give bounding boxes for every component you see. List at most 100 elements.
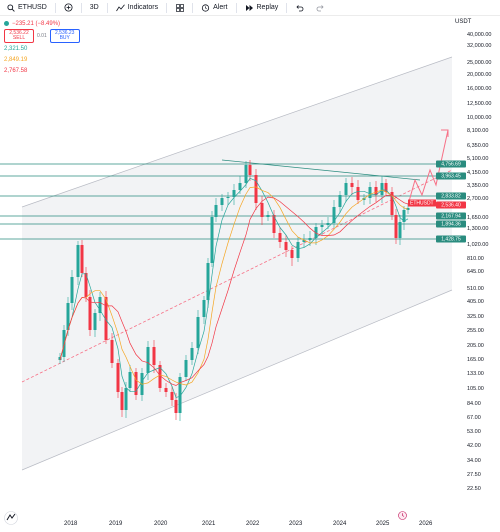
- price-tick-label: 25,000.00: [467, 60, 492, 66]
- candle-body: [238, 183, 242, 190]
- candle-body: [110, 340, 114, 363]
- candle-body: [62, 330, 66, 357]
- view-3d-button[interactable]: 3D: [89, 4, 99, 11]
- divider: [166, 2, 168, 13]
- descending-trend-line: [221, 159, 421, 181]
- candle-body: [272, 215, 276, 233]
- price-tick-label: 8,100.00: [467, 128, 489, 134]
- channel-lower-line: [21, 289, 453, 471]
- candle-body: [124, 388, 128, 410]
- channel-upper-line: [21, 56, 453, 208]
- candle-body: [384, 183, 388, 192]
- candle-body: [338, 195, 342, 207]
- ma-value-3: 2,767.58: [4, 68, 28, 74]
- candle-body: [254, 175, 258, 203]
- price-tick-label: 22.50: [467, 486, 481, 492]
- candle-body: [356, 187, 360, 200]
- indicators-button[interactable]: Indicators: [110, 0, 164, 16]
- candle-body: [158, 365, 162, 388]
- candle-body: [214, 205, 218, 217]
- price-tick-label: 4,150.00: [467, 170, 489, 176]
- undo-button[interactable]: [289, 0, 310, 16]
- price-tick-label: 5,100.00: [467, 156, 489, 162]
- moving-average-orange: [59, 186, 409, 386]
- candle-body: [380, 183, 384, 195]
- candle-body: [390, 192, 394, 215]
- candle-body: [296, 242, 300, 258]
- candle-body: [308, 238, 312, 240]
- price-tick-label: 205.00: [467, 343, 484, 349]
- candle-body: [104, 297, 108, 340]
- top-toolbar: ETHUSD 3D Indicators Alert Replay: [0, 0, 500, 16]
- price-tick-label: 510.00: [467, 286, 484, 292]
- sell-label: SELL: [12, 35, 26, 41]
- price-tick-label: 20,000.00: [467, 72, 492, 78]
- trend-channel-fill: [22, 57, 452, 470]
- buy-label: BUY: [59, 35, 70, 41]
- price-tick-label: 255.00: [467, 328, 484, 334]
- alert-button[interactable]: Alert: [195, 0, 233, 16]
- plus-circle-icon: [64, 3, 73, 12]
- candle-body: [66, 303, 70, 330]
- symbol-search-button[interactable]: ETHUSD: [0, 0, 53, 16]
- candle-body: [314, 227, 318, 238]
- price-tick-label: 133.00: [467, 371, 484, 377]
- price-tick-label: 27.50: [467, 472, 481, 478]
- timezone-clock-icon[interactable]: [398, 507, 407, 520]
- indicators-label: Indicators: [127, 4, 159, 11]
- trade-buttons: 2,536.22 SELL 0.01 2,536.23 BUY: [4, 29, 80, 43]
- divider: [286, 2, 288, 13]
- candle-body: [146, 347, 150, 373]
- templates-grid-icon: [175, 3, 184, 12]
- price-tick-label: 1,020.00: [467, 242, 489, 248]
- candle-body: [93, 313, 97, 330]
- candle-body: [164, 388, 168, 392]
- indicators-icon: [115, 3, 125, 12]
- price-level-tag: 4,756.69: [436, 160, 466, 168]
- divider: [106, 2, 108, 13]
- search-icon: [6, 3, 15, 12]
- candle-body: [266, 215, 270, 217]
- candle-body: [232, 190, 236, 197]
- price-tick-label: 165.00: [467, 357, 484, 363]
- candle-body: [394, 215, 398, 238]
- ma-value-1: 2,321.50: [4, 46, 28, 52]
- candle-body: [76, 245, 80, 277]
- candle-body: [206, 263, 210, 300]
- time-tick-label: 2022: [246, 521, 260, 527]
- currency-label[interactable]: USDT: [455, 19, 472, 25]
- redo-button[interactable]: [310, 0, 331, 16]
- symbol-label: ETHUSD: [18, 4, 47, 11]
- divider: [235, 2, 237, 13]
- candle-body: [332, 207, 336, 223]
- divider: [54, 2, 56, 13]
- candle-body: [344, 183, 348, 195]
- tradingview-logo-icon[interactable]: [4, 511, 18, 525]
- replay-label: Replay: [256, 4, 279, 11]
- price-tick-label: 3,350.00: [467, 183, 489, 189]
- candle-body: [350, 183, 354, 187]
- candle-body: [128, 372, 132, 388]
- price-tick-label: 810.00: [467, 256, 484, 262]
- templates-button[interactable]: [169, 0, 190, 16]
- candle-body: [120, 392, 124, 410]
- time-tick-label: 2023: [289, 521, 303, 527]
- buy-button[interactable]: 2,536.23 BUY: [49, 29, 80, 43]
- forecast-arrow-head: [441, 129, 449, 137]
- time-tick-label: 2024: [333, 521, 347, 527]
- time-tick-label: 2018: [64, 521, 78, 527]
- price-axis[interactable]: 40,000.00 32,000.00 25,000.00 20,000.00 16,0…: [452, 0, 500, 532]
- candle-body: [170, 392, 174, 400]
- candle-body: [98, 297, 102, 313]
- price-level-tag: 2,833.82: [436, 192, 466, 200]
- replay-button[interactable]: Replay: [239, 0, 285, 16]
- price-tick-label: 105.00: [467, 386, 484, 392]
- price-tick-label: 84.00: [467, 401, 481, 407]
- candle-body: [84, 273, 88, 297]
- sell-button[interactable]: 2,536.22 SELL: [4, 29, 34, 43]
- compare-symbol-button[interactable]: [58, 0, 79, 16]
- market-status-dot: [4, 21, 9, 26]
- candle-body: [284, 242, 288, 250]
- candle-body: [190, 348, 194, 360]
